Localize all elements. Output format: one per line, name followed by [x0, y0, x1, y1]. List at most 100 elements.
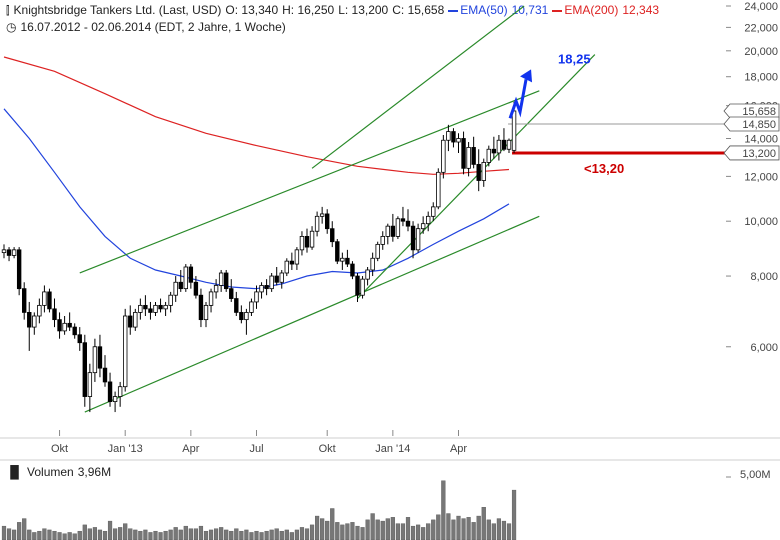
- trend-line: [84, 215, 540, 413]
- volume-bar: [365, 519, 370, 540]
- volume-bar: [421, 527, 426, 540]
- candle-body: [123, 315, 128, 388]
- volume-bar: [416, 524, 421, 540]
- candle-body: [203, 304, 209, 321]
- volume-bar: [208, 529, 214, 540]
- candle-body: [425, 215, 431, 225]
- volume-bar: [254, 530, 259, 540]
- candle-body: [138, 304, 143, 313]
- volume-bar: [355, 525, 360, 540]
- volume-bar: [426, 523, 431, 540]
- candle-body: [330, 228, 335, 243]
- candle-body: [431, 206, 436, 217]
- candle-body: [405, 220, 411, 227]
- candle-body: [77, 334, 82, 344]
- volume-bar: [219, 527, 224, 540]
- y-tick-label: 24,000: [744, 1, 778, 13]
- volume-bar: [451, 519, 456, 540]
- candle-body: [254, 291, 259, 303]
- target-arrowhead: [520, 69, 533, 83]
- candle-body: [319, 213, 325, 217]
- ema-layer: [3, 56, 510, 290]
- volume-bar: [360, 527, 365, 540]
- candle-body: [92, 346, 98, 374]
- volume-bar: [92, 527, 97, 540]
- volume-bar: [299, 527, 305, 540]
- candle-body: [385, 225, 390, 237]
- candle-body: [269, 275, 274, 290]
- level-layer: [508, 123, 728, 155]
- ema50-value: 10,731: [511, 3, 549, 17]
- clock-icon: ◷: [6, 20, 17, 34]
- candle-body: [264, 285, 269, 290]
- volume-bar: [163, 530, 168, 540]
- volume-bar: [32, 532, 37, 540]
- candle-body: [42, 291, 47, 306]
- volume-bar: [385, 518, 390, 540]
- candle-body: [117, 386, 123, 397]
- candle-body: [239, 312, 244, 321]
- candle-body: [466, 147, 471, 169]
- candle-body: [188, 266, 194, 283]
- stop-label: <13,20: [584, 161, 624, 176]
- x-tick-label: Apr: [450, 443, 467, 455]
- volume-bar: [284, 529, 289, 540]
- volume-bar: [289, 532, 294, 540]
- volume-bar: [188, 528, 193, 540]
- candle-body: [486, 148, 491, 163]
- candle-body: [213, 285, 219, 293]
- volume-bar: [325, 520, 330, 540]
- candle-body: [309, 230, 315, 248]
- volume-bar: [52, 530, 57, 540]
- trend-line: [311, 5, 525, 169]
- volume-bar: [153, 530, 158, 540]
- candle-body: [451, 131, 456, 143]
- volume-bar: [11, 529, 17, 540]
- candle-body: [259, 285, 264, 293]
- candle-body: [279, 272, 284, 283]
- target-label: 18,25: [558, 51, 591, 66]
- volume-bar: [335, 522, 340, 540]
- candle-body: [350, 263, 355, 277]
- candle-body: [198, 294, 204, 321]
- volume-bar: [264, 530, 269, 540]
- ema50-label: EMA(50): [460, 3, 508, 17]
- volume-axis-label: 5,00M: [740, 469, 771, 481]
- volume-bar: [375, 519, 380, 540]
- volume-bar: [62, 533, 67, 540]
- volume-bar: [506, 523, 512, 540]
- candle-body: [67, 322, 72, 328]
- candle-body: [223, 272, 229, 290]
- y-tick-label: 14,000: [744, 133, 778, 145]
- volume-bar: [72, 533, 77, 540]
- price-tag: [723, 116, 780, 132]
- volume-bar: [370, 513, 375, 540]
- candle-body: [97, 346, 103, 369]
- volume-bar: [466, 517, 471, 540]
- volume-bar: [436, 514, 441, 540]
- instrument-title: Knightsbridge Tankers Ltd. (Last, USD): [13, 3, 222, 17]
- low-value: L: 13,200: [338, 3, 389, 17]
- volume-bar: [390, 517, 395, 540]
- volume-layer: [1, 476, 731, 540]
- candle-body: [62, 322, 67, 332]
- candle-body: [476, 163, 481, 181]
- candle-body: [72, 326, 77, 336]
- volume-bar: [491, 523, 496, 540]
- candle-body: [420, 223, 426, 230]
- volume-bar: [350, 522, 355, 540]
- candle-body: [360, 278, 365, 296]
- volume-bar: [87, 528, 92, 540]
- candle-body: [501, 139, 507, 150]
- volume-bar: [476, 515, 481, 540]
- volume-bar: [173, 527, 178, 540]
- y-tick-label: 12,000: [744, 171, 778, 183]
- candle-body: [380, 236, 385, 245]
- candle-body: [168, 294, 173, 306]
- ema50-swatch: [448, 9, 459, 12]
- x-tick-label: Jan '14: [375, 443, 410, 455]
- candle-body: [446, 131, 451, 141]
- chart-header-line1: ⫿ Knightsbridge Tankers Ltd. (Last, USD) O…: [6, 1, 663, 19]
- candle-body: [163, 304, 168, 310]
